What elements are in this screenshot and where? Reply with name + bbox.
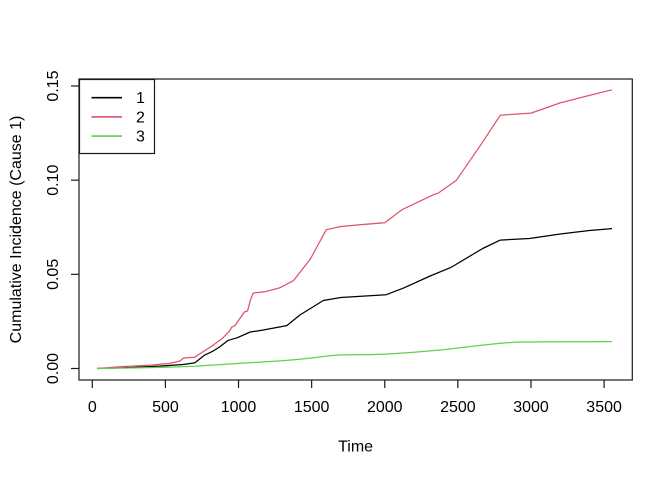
y-axis-ticks: 0.00 0.05 0.10 0.15 [45,70,79,384]
x-tick-label: 3000 [513,399,549,416]
x-tick-label: 1500 [294,399,330,416]
y-tick-label: 0.15 [45,70,62,101]
series-line-1 [96,227,613,370]
y-tick-label: 0.00 [45,353,62,384]
legend-label-2: 2 [136,109,145,126]
series-line-3 [96,340,613,370]
x-tick-label: 500 [152,399,179,416]
x-tick-label: 1000 [221,399,257,416]
y-tick-label: 0.05 [45,259,62,290]
data-series [96,89,613,370]
x-tick-label: 2500 [440,399,476,416]
y-tick-label: 0.10 [45,164,62,195]
series-line-2 [96,89,613,370]
x-axis-title: Time [338,439,373,456]
x-tick-label: 2000 [367,399,403,416]
legend-entries: 1 2 3 [91,90,145,146]
plot-border [78,78,633,381]
x-axis-ticks: 0 500 1000 1500 2000 2500 3000 3500 [88,380,622,416]
legend-label-3: 3 [136,129,145,146]
legend-label-1: 1 [136,90,145,107]
y-axis-title: Cumulative Incidence (Cause 1) [8,116,25,344]
x-tick-label: 3500 [586,399,622,416]
legend: 1 2 3 [78,78,156,155]
x-tick-label: 0 [88,399,97,416]
